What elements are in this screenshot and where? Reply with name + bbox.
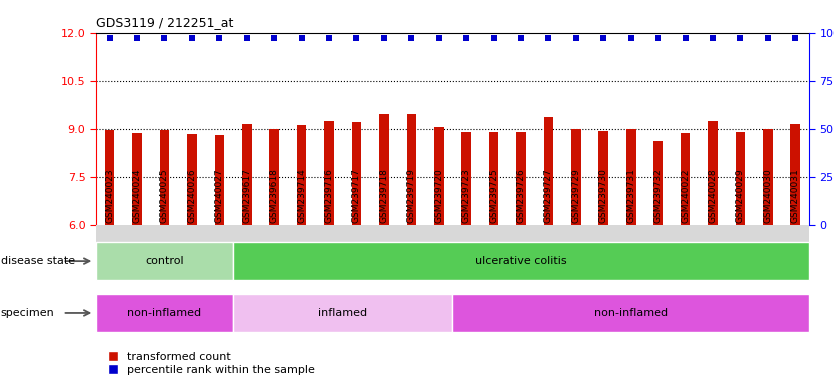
Bar [516, 132, 525, 225]
Legend: transformed count, percentile rank within the sample: transformed count, percentile rank withi… [102, 353, 315, 375]
Bar [242, 124, 252, 225]
Bar [434, 127, 444, 225]
Text: disease state: disease state [1, 256, 75, 266]
Bar [187, 134, 197, 225]
Bar [214, 135, 224, 225]
Text: ulcerative colitis: ulcerative colitis [475, 256, 567, 266]
Bar [159, 130, 169, 225]
Bar [96, 294, 233, 332]
Bar [653, 141, 663, 225]
Text: inflamed: inflamed [319, 308, 367, 318]
Text: non-inflamed: non-inflamed [128, 308, 202, 318]
Bar [544, 118, 553, 225]
Bar [379, 114, 389, 225]
Bar [96, 242, 233, 280]
Bar [133, 134, 142, 225]
Bar [233, 294, 452, 332]
Bar [406, 114, 416, 225]
Bar [324, 121, 334, 225]
Bar [626, 129, 636, 225]
Bar [763, 129, 772, 225]
Text: GDS3119 / 212251_at: GDS3119 / 212251_at [96, 16, 234, 29]
Bar [297, 126, 306, 225]
Text: control: control [145, 256, 183, 266]
Bar [571, 129, 580, 225]
Bar [791, 124, 800, 225]
Bar [599, 131, 608, 225]
Bar [233, 242, 809, 280]
Bar [489, 132, 499, 225]
Bar [269, 129, 279, 225]
Bar [352, 122, 361, 225]
Text: non-inflamed: non-inflamed [594, 308, 668, 318]
Bar [452, 294, 809, 332]
Bar [708, 121, 718, 225]
Bar [681, 134, 691, 225]
Bar [736, 132, 746, 225]
Text: specimen: specimen [1, 308, 54, 318]
Bar [461, 132, 471, 225]
Bar [105, 130, 114, 225]
